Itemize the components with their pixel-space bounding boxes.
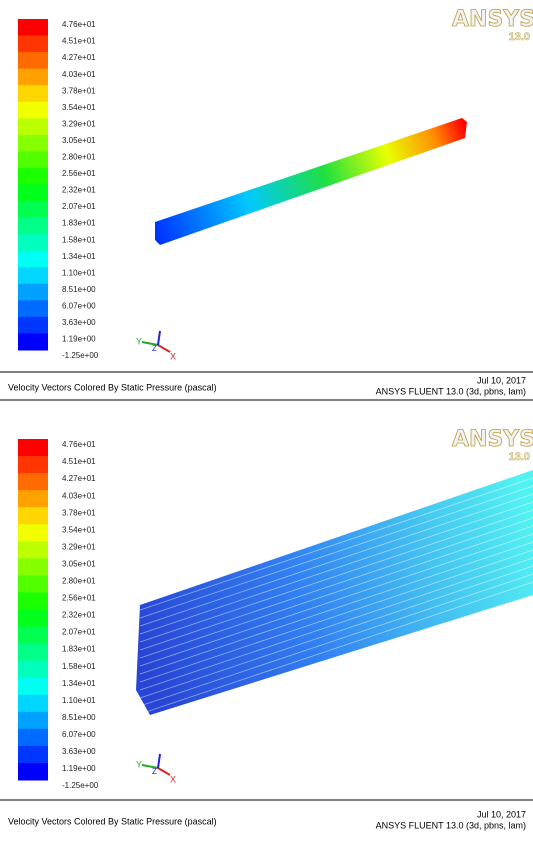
colorbar-block (18, 763, 48, 781)
colorbar-block (18, 185, 48, 202)
software: ANSYS FLUENT 13.0 (3d, pbns, lam) (376, 386, 526, 396)
colorbar-block (18, 333, 48, 350)
colorbar-label: 3.63e+00 (62, 318, 96, 327)
colorbar-label: 2.32e+01 (62, 611, 96, 620)
colorbar-block (18, 678, 48, 696)
colorbar-block (18, 473, 48, 491)
date: Jul 10, 2017 (477, 375, 526, 385)
colorbar-label: 4.27e+01 (62, 53, 96, 62)
colorbar-block (18, 439, 48, 457)
colorbar-label: 2.56e+01 (62, 169, 96, 178)
colorbar-label: 3.54e+01 (62, 525, 96, 534)
colorbar-label: -1.25e+00 (62, 781, 99, 790)
colorbar-label: 4.03e+01 (62, 70, 96, 79)
screenshot: 4.76e+01 4.51e+01 4.27e+01 4.03e+01 3.78e+01… (0, 0, 533, 852)
colorbar-block (18, 201, 48, 218)
colorbar-block (18, 729, 48, 747)
axis-label: X (170, 351, 176, 361)
axis-label: Y (136, 336, 142, 346)
colorbar-block (18, 558, 48, 576)
colorbar-label: 4.03e+01 (62, 491, 96, 500)
colorbar-block (18, 627, 48, 645)
colorbar-label: 1.58e+01 (62, 235, 96, 244)
colorbar-block (18, 267, 48, 284)
colorbar-label: 4.76e+01 (62, 20, 96, 29)
colorbar-label: 8.51e+00 (62, 285, 96, 294)
colorbar-label: 3.29e+01 (62, 119, 96, 128)
version: 13.0 (509, 31, 530, 43)
colorbar-block (18, 168, 48, 185)
logo: ANSYS (452, 427, 533, 452)
axis-label: Y (136, 759, 142, 769)
colorbar-label: 1.83e+01 (62, 219, 96, 228)
colorbar-label: 3.29e+01 (62, 542, 96, 551)
colorbar-label: 4.27e+01 (62, 474, 96, 483)
colorbar-label: 2.07e+01 (62, 202, 96, 211)
colorbar-label: 3.54e+01 (62, 103, 96, 112)
colorbar-block (18, 456, 48, 474)
colorbar-label: 1.83e+01 (62, 645, 96, 654)
colorbar-block (18, 490, 48, 508)
colorbar-block (18, 251, 48, 268)
colorbar-block (18, 102, 48, 119)
colorbar-block (18, 524, 48, 542)
colorbar-label: 3.05e+01 (62, 136, 96, 145)
axis-label: Z (152, 767, 157, 776)
colorbar-label: 4.51e+01 (62, 37, 96, 46)
colorbar-label: 8.51e+00 (62, 713, 96, 722)
colorbar-label: 3.78e+01 (62, 508, 96, 517)
axis-label: Z (152, 344, 157, 353)
caption: Velocity Vectors Colored By Static Press… (8, 816, 217, 826)
colorbar-label: 2.32e+01 (62, 186, 96, 195)
colorbar-block (18, 507, 48, 525)
colorbar-block (18, 712, 48, 730)
colorbar-block (18, 661, 48, 679)
colorbar-block (18, 695, 48, 713)
colorbar-label: 6.07e+00 (62, 301, 96, 310)
colorbar-label: 3.63e+00 (62, 747, 96, 756)
colorbar-block (18, 610, 48, 628)
colorbar-label: 6.07e+00 (62, 730, 96, 739)
colorbar-label: 2.56e+01 (62, 594, 96, 603)
colorbar-block (18, 52, 48, 69)
colorbar-label: 3.78e+01 (62, 86, 96, 95)
colorbar-block (18, 644, 48, 662)
colorbar-label: 1.58e+01 (62, 662, 96, 671)
logo: ANSYS (452, 7, 533, 32)
colorbar-block (18, 151, 48, 168)
colorbar-block (18, 118, 48, 135)
colorbar-block (18, 541, 48, 559)
colorbar-block (18, 19, 48, 36)
colorbar-label: 4.76e+01 (62, 440, 96, 449)
colorbar-block (18, 317, 48, 334)
colorbar-label: 2.80e+01 (62, 577, 96, 586)
colorbar-block (18, 575, 48, 593)
colorbar-label: 1.34e+01 (62, 679, 96, 688)
colorbar-label: 3.05e+01 (62, 559, 96, 568)
colorbar-block (18, 300, 48, 317)
colorbar-block (18, 69, 48, 86)
colorbar-label: 1.10e+01 (62, 268, 96, 277)
colorbar-block (18, 218, 48, 235)
version: 13.0 (509, 451, 530, 463)
colorbar-label: 2.07e+01 (62, 628, 96, 637)
software: ANSYS FLUENT 13.0 (3d, pbns, lam) (376, 820, 526, 830)
colorbar-label: 2.80e+01 (62, 153, 96, 162)
colorbar-block (18, 36, 48, 53)
date: Jul 10, 2017 (477, 809, 526, 819)
colorbar-label: 1.19e+00 (62, 335, 96, 344)
colorbar-block (18, 85, 48, 102)
colorbar-label: 1.34e+01 (62, 252, 96, 261)
colorbar-label: 4.51e+01 (62, 457, 96, 466)
caption: Velocity Vectors Colored By Static Press… (8, 382, 217, 392)
colorbar-block (18, 135, 48, 152)
colorbar-block (18, 592, 48, 610)
colorbar-label: 1.19e+00 (62, 764, 96, 773)
colorbar-block (18, 234, 48, 251)
colorbar-label: 1.10e+01 (62, 696, 96, 705)
colorbar-block (18, 746, 48, 764)
colorbar-block (18, 284, 48, 301)
axis-label: X (170, 774, 176, 784)
colorbar-label: -1.25e+00 (62, 351, 99, 360)
